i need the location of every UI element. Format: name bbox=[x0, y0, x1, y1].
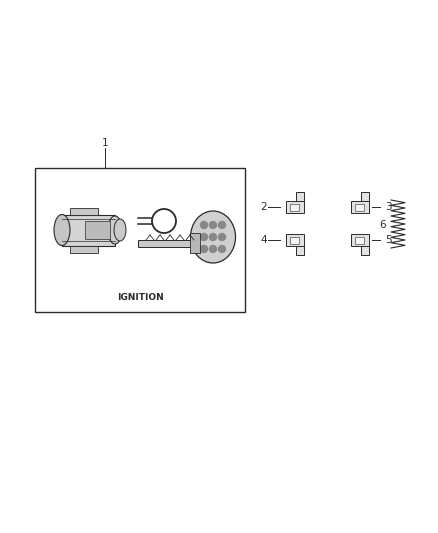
Circle shape bbox=[219, 246, 226, 253]
Bar bbox=[85, 221, 110, 239]
Text: 3: 3 bbox=[385, 202, 391, 212]
Circle shape bbox=[209, 222, 216, 229]
Bar bbox=[286, 234, 304, 246]
Text: 6: 6 bbox=[380, 220, 386, 230]
Ellipse shape bbox=[191, 211, 236, 263]
Text: 2: 2 bbox=[261, 202, 267, 212]
Bar bbox=[355, 237, 364, 244]
Bar bbox=[138, 240, 192, 247]
Bar bbox=[351, 234, 369, 246]
Bar bbox=[290, 237, 299, 244]
Circle shape bbox=[219, 222, 226, 229]
Text: 4: 4 bbox=[261, 235, 267, 245]
Ellipse shape bbox=[54, 214, 70, 246]
Bar bbox=[296, 192, 304, 201]
Bar bbox=[190, 233, 200, 253]
Bar bbox=[355, 204, 364, 211]
Circle shape bbox=[209, 246, 216, 253]
Text: 1: 1 bbox=[102, 138, 108, 148]
Circle shape bbox=[201, 246, 208, 253]
Bar bbox=[286, 201, 304, 213]
Text: 5: 5 bbox=[385, 235, 391, 245]
Circle shape bbox=[201, 233, 208, 240]
Ellipse shape bbox=[114, 219, 126, 241]
Circle shape bbox=[152, 209, 176, 233]
Circle shape bbox=[219, 233, 226, 240]
Bar bbox=[361, 246, 369, 255]
Circle shape bbox=[209, 233, 216, 240]
Bar bbox=[35, 168, 245, 312]
Bar bbox=[62, 215, 115, 246]
Bar bbox=[70, 246, 98, 253]
Bar bbox=[70, 208, 98, 215]
Bar bbox=[290, 204, 299, 211]
Ellipse shape bbox=[108, 216, 122, 244]
Bar bbox=[351, 201, 369, 213]
Bar bbox=[361, 192, 369, 201]
Circle shape bbox=[201, 222, 208, 229]
Text: IGNITION: IGNITION bbox=[117, 294, 163, 303]
Bar bbox=[296, 246, 304, 255]
